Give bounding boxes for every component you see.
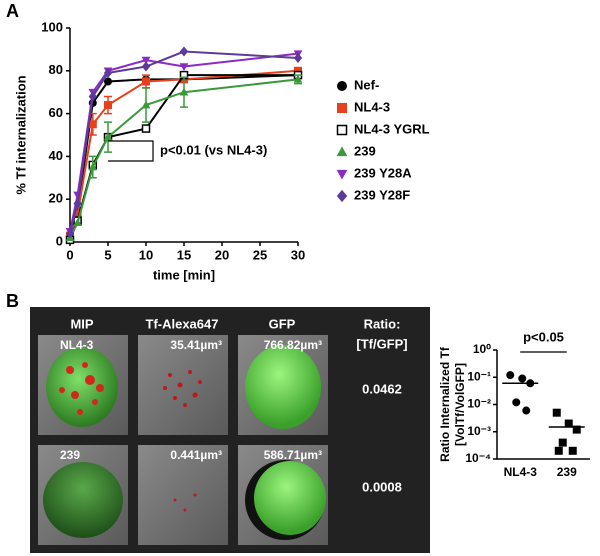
x-tick-label: 239 xyxy=(557,465,577,479)
legend-label: Nef- xyxy=(354,77,379,92)
marker xyxy=(336,169,348,180)
volume-label: 0.441µm³ xyxy=(170,448,222,462)
marker xyxy=(337,81,347,91)
volume-label: 586.71µm³ xyxy=(264,448,322,462)
y-axis-label: [VolTf/VolGFP] xyxy=(453,363,467,446)
marker xyxy=(104,101,112,110)
ratio-value: 0.0008 xyxy=(362,479,402,494)
volume-label: 766.82µm³ xyxy=(264,338,322,352)
y-axis-label: Ratio Internalized Tf xyxy=(438,346,452,462)
column-header: MIP xyxy=(70,316,93,331)
marker xyxy=(293,52,303,63)
marker xyxy=(179,87,189,96)
marker xyxy=(179,63,189,72)
tf-spots xyxy=(163,370,202,407)
marker xyxy=(103,132,113,141)
x-tick-label: 10 xyxy=(139,247,153,262)
annotation: p<0.05 xyxy=(523,329,564,344)
y-tick-label: 60 xyxy=(49,105,63,120)
tf-spots xyxy=(59,362,104,415)
marker xyxy=(88,162,98,171)
marker xyxy=(88,120,97,129)
y-tick-label: 10⁰ xyxy=(473,342,491,356)
panel-label: A xyxy=(6,1,19,21)
marker xyxy=(552,408,561,417)
marker xyxy=(572,425,581,434)
annotation: p<0.01 (vs NL4-3) xyxy=(160,142,267,157)
marker xyxy=(104,77,112,86)
marker xyxy=(293,74,303,83)
y-tick-label: 10⁻⁴ xyxy=(465,451,491,465)
x-tick-label: 30 xyxy=(291,247,305,262)
x-tick-label: 15 xyxy=(177,247,191,262)
y-tick-label: 80 xyxy=(49,62,63,77)
x-tick-label: 5 xyxy=(104,247,111,262)
image-tile xyxy=(138,335,228,435)
marker xyxy=(554,446,563,455)
marker xyxy=(558,438,567,447)
marker xyxy=(65,228,75,239)
tf-spots xyxy=(173,493,197,512)
y-tick-label: 10⁻² xyxy=(467,397,491,411)
y-tick-label: 20 xyxy=(49,191,63,206)
cell-label: 239 xyxy=(60,448,80,462)
y-tick-label: 0 xyxy=(56,233,63,248)
y-tick-label: 40 xyxy=(49,148,63,163)
ratio-value: 0.0462 xyxy=(362,381,402,396)
marker xyxy=(88,91,97,102)
axis-line xyxy=(496,350,590,460)
marker xyxy=(564,419,573,428)
marker xyxy=(141,61,151,72)
marker xyxy=(73,218,82,227)
marker xyxy=(522,406,531,415)
column-header: Ratio: xyxy=(364,316,401,331)
marker xyxy=(141,56,151,65)
image-panel: MIP Tf-Alexa647 GFP Ratio: [Tf/GFP] NL4-… xyxy=(30,307,430,553)
marker xyxy=(73,198,82,209)
volume-label: 35.41µm³ xyxy=(170,338,222,352)
x-axis-label: time [min] xyxy=(153,267,215,282)
column-header: Tf-Alexa647 xyxy=(146,316,219,331)
significance-bracket xyxy=(108,140,154,162)
x-tick-label: NL4-3 xyxy=(504,465,538,479)
cell-image xyxy=(254,461,326,535)
x-tick-label: 20 xyxy=(215,247,229,262)
y-tick-label: 100 xyxy=(41,19,63,34)
legend-label: 239 Y28A xyxy=(354,165,412,180)
marker xyxy=(336,124,348,136)
marker xyxy=(141,124,151,133)
marker xyxy=(506,371,515,380)
marker xyxy=(141,100,151,109)
marker xyxy=(179,46,189,57)
marker xyxy=(512,398,521,407)
marker xyxy=(103,67,113,78)
legend-label: 239 Y28F xyxy=(354,187,410,202)
x-tick-label: 25 xyxy=(253,247,267,262)
legend-label: NL4-3 xyxy=(354,99,390,114)
marker xyxy=(336,189,348,203)
cell-label: NL4-3 xyxy=(60,338,94,352)
y-tick-label: 10⁻³ xyxy=(467,424,491,438)
marker xyxy=(336,146,348,157)
y-axis-label: % Tf internalization xyxy=(13,75,28,194)
x-tick-label: 0 xyxy=(66,247,73,262)
column-header: GFP xyxy=(269,316,296,331)
column-header: [Tf/GFP] xyxy=(356,336,407,351)
panel-label: B xyxy=(6,291,19,311)
cell-image xyxy=(46,347,118,427)
legend-label: 239 xyxy=(354,143,376,158)
cell-image xyxy=(43,462,123,538)
marker xyxy=(518,374,527,383)
cell-image xyxy=(245,345,321,429)
image-tile xyxy=(138,445,228,545)
y-tick-label: 10⁻¹ xyxy=(467,369,491,383)
marker xyxy=(337,103,347,113)
marker xyxy=(568,446,577,455)
legend-label: NL4-3 YGRL xyxy=(354,121,430,136)
marker xyxy=(142,77,150,86)
